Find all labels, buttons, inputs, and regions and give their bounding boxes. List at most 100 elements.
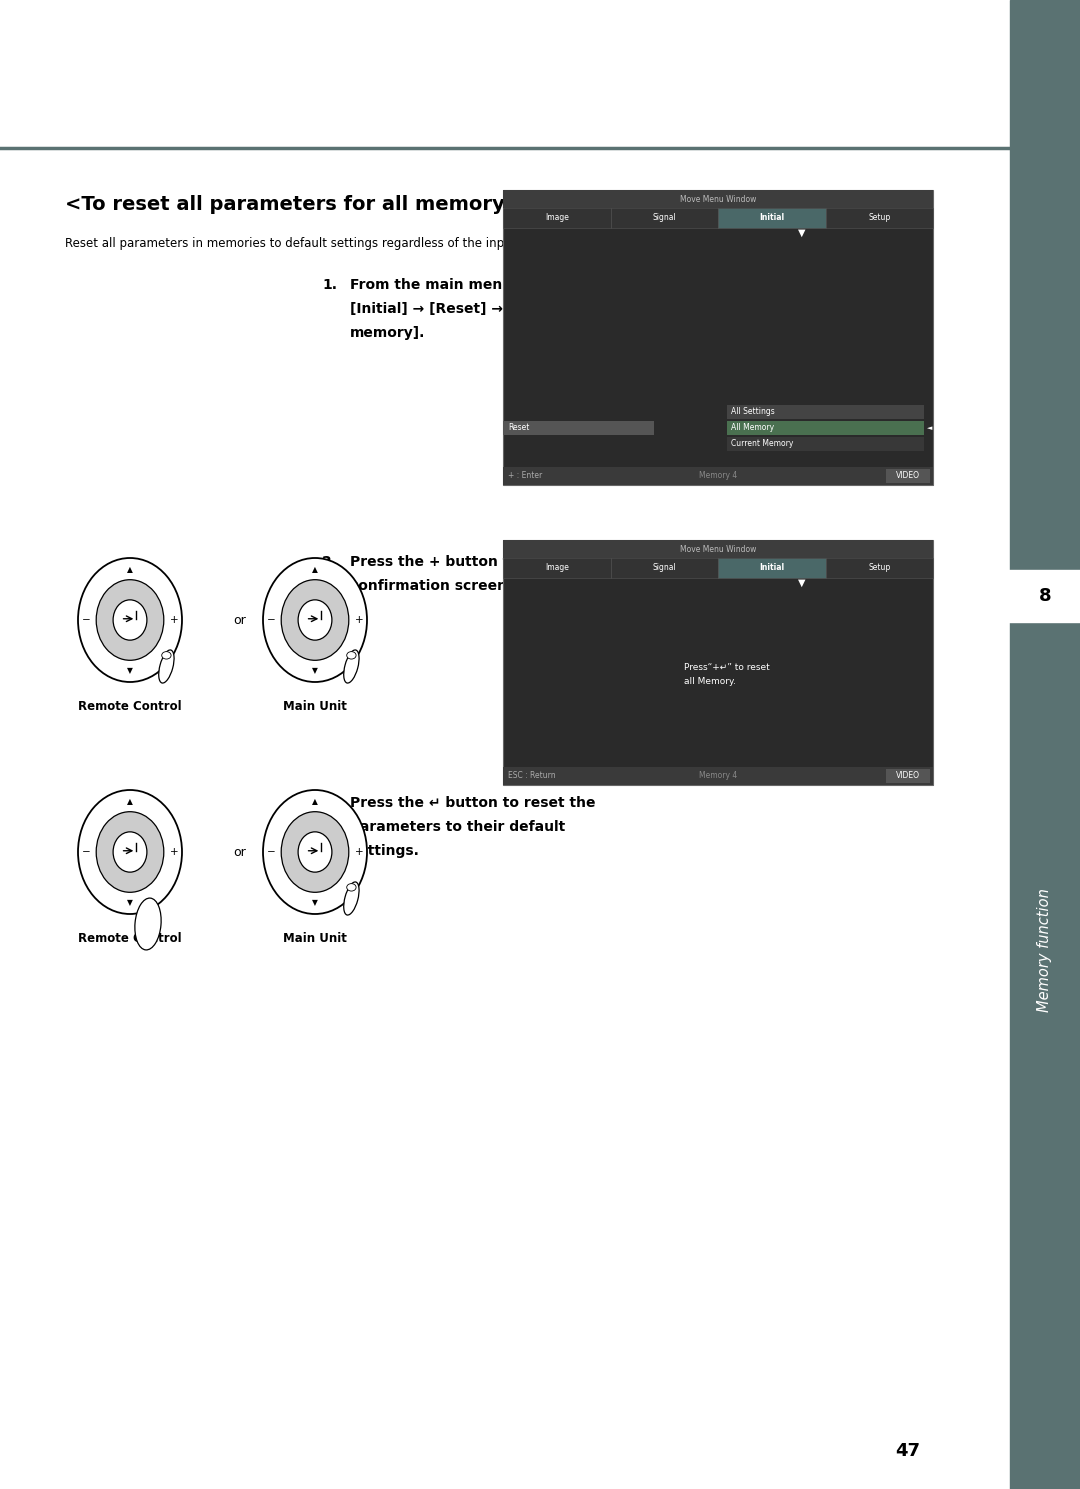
Text: ▲: ▲: [312, 564, 318, 573]
Bar: [727, 436, 924, 451]
Bar: [727, 421, 924, 435]
Ellipse shape: [264, 558, 367, 682]
Text: Move Menu Window: Move Menu Window: [679, 195, 756, 204]
Ellipse shape: [343, 649, 359, 683]
Text: Reset all parameters in memories to default settings regardless of the input jac: Reset all parameters in memories to defa…: [65, 237, 637, 250]
Text: or: or: [233, 613, 246, 627]
Text: Move Menu Window: Move Menu Window: [679, 545, 756, 554]
Ellipse shape: [298, 600, 332, 640]
Text: Initial: Initial: [759, 563, 784, 572]
Text: Reset: Reset: [508, 423, 529, 432]
Text: Main Unit: Main Unit: [283, 932, 347, 946]
Bar: [503, 191, 933, 485]
Bar: [825, 208, 933, 228]
Ellipse shape: [264, 791, 367, 914]
Text: ▼: ▼: [127, 667, 133, 676]
Bar: [503, 541, 933, 558]
Text: ▲: ▲: [127, 564, 133, 573]
Bar: [503, 191, 933, 208]
Text: 8: 8: [1039, 587, 1051, 605]
Bar: [886, 469, 930, 482]
Ellipse shape: [281, 812, 349, 892]
Ellipse shape: [298, 832, 332, 873]
Bar: [1010, 0, 1080, 1489]
Text: 3.: 3.: [322, 797, 337, 810]
Text: ▼: ▼: [312, 667, 318, 676]
Text: ▲: ▲: [312, 797, 318, 806]
Bar: [718, 208, 825, 228]
Text: Memory 4: Memory 4: [699, 472, 738, 481]
Text: Initial: Initial: [759, 213, 784, 222]
Text: −: −: [267, 615, 275, 625]
Bar: [503, 468, 933, 485]
Text: −: −: [81, 847, 90, 858]
Text: or: or: [233, 846, 246, 859]
Text: 1.: 1.: [322, 278, 337, 292]
Ellipse shape: [347, 652, 356, 660]
Text: Image: Image: [544, 213, 569, 222]
Bar: [886, 768, 930, 783]
Ellipse shape: [113, 832, 147, 873]
Text: Remote Control: Remote Control: [78, 932, 181, 946]
Text: +: +: [170, 847, 178, 858]
Bar: [503, 208, 610, 228]
Bar: [1008, 570, 1080, 622]
Text: +: +: [355, 847, 364, 858]
Text: ▼: ▼: [798, 578, 806, 588]
Text: Press“+↵” to reset: Press“+↵” to reset: [684, 663, 769, 672]
Text: Remote Control: Remote Control: [78, 700, 181, 713]
Text: Memory function: Memory function: [1038, 887, 1052, 1013]
Text: <To reset all parameters for all memory numbers>: <To reset all parameters for all memory …: [65, 195, 624, 214]
Bar: [503, 421, 653, 435]
Text: All Settings: All Settings: [730, 408, 774, 417]
Text: parameters to their default: parameters to their default: [350, 820, 565, 834]
Ellipse shape: [113, 600, 147, 640]
Ellipse shape: [78, 791, 183, 914]
Text: ◄: ◄: [928, 424, 933, 430]
Text: Press the ↵ button to reset the: Press the ↵ button to reset the: [350, 797, 595, 810]
Bar: [610, 208, 718, 228]
Text: Memory 4: Memory 4: [699, 771, 738, 780]
Text: Image: Image: [544, 563, 569, 572]
Text: ▼: ▼: [312, 898, 318, 907]
Bar: [610, 558, 718, 578]
Text: VIDEO: VIDEO: [896, 771, 920, 780]
Ellipse shape: [96, 579, 164, 660]
Text: ESC : Return: ESC : Return: [508, 771, 555, 780]
Bar: [718, 558, 825, 578]
Ellipse shape: [96, 812, 164, 892]
Text: Current Memory: Current Memory: [730, 439, 793, 448]
Bar: [503, 541, 933, 785]
Text: Setup: Setup: [868, 213, 890, 222]
Bar: [503, 558, 610, 578]
Text: From the main menu, select: From the main menu, select: [350, 278, 569, 292]
Text: [Initial] → [Reset] → [All: [Initial] → [Reset] → [All: [350, 302, 535, 316]
Text: Setup: Setup: [868, 563, 890, 572]
Bar: [727, 405, 924, 418]
Text: settings.: settings.: [350, 844, 419, 858]
Text: All Memory: All Memory: [730, 423, 773, 432]
Text: ▼: ▼: [127, 898, 133, 907]
Ellipse shape: [347, 883, 356, 890]
Text: 47: 47: [894, 1441, 920, 1461]
Ellipse shape: [159, 649, 174, 683]
Ellipse shape: [281, 579, 349, 660]
Text: 2.: 2.: [322, 555, 337, 569]
Bar: [503, 767, 933, 785]
Text: −: −: [267, 847, 275, 858]
Text: +: +: [170, 615, 178, 625]
Text: + : Enter: + : Enter: [508, 472, 542, 481]
Ellipse shape: [135, 898, 161, 950]
Text: VIDEO: VIDEO: [896, 472, 920, 481]
Text: ▲: ▲: [127, 797, 133, 806]
Ellipse shape: [78, 558, 183, 682]
Text: Signal: Signal: [652, 213, 676, 222]
Ellipse shape: [343, 881, 359, 916]
Text: all Memory.: all Memory.: [684, 677, 735, 686]
Text: Signal: Signal: [652, 563, 676, 572]
Text: Press the + button to display the: Press the + button to display the: [350, 555, 610, 569]
Text: −: −: [81, 615, 90, 625]
Ellipse shape: [162, 652, 171, 660]
Bar: [825, 558, 933, 578]
Text: +: +: [355, 615, 364, 625]
